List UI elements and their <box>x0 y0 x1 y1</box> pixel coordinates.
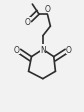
Text: O: O <box>45 5 50 14</box>
Text: O: O <box>14 45 20 54</box>
Text: O: O <box>66 45 72 54</box>
Text: N: N <box>40 45 46 54</box>
Text: O: O <box>25 18 30 27</box>
